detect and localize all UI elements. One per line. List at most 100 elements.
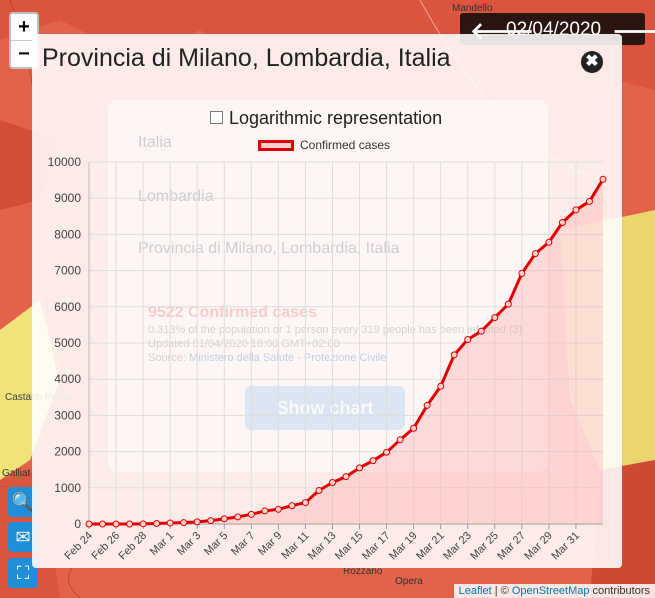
- x-tick-label: Mar 19: [387, 530, 420, 563]
- ghost-updated-line: Updated 01/04/2020 18:00 GMT+02:00: [148, 338, 340, 350]
- ghost-row-lombardia: Lombardia: [138, 188, 214, 205]
- ghost-confirmed: 9522 Confirmed cases: [148, 304, 317, 321]
- x-tick-label: Mar 15: [333, 530, 366, 563]
- data-point: [369, 457, 377, 465]
- map-label: Rozzano: [343, 566, 383, 577]
- fullscreen-icon: ⛶: [16, 563, 30, 583]
- data-point: [193, 518, 201, 526]
- data-point: [356, 464, 364, 472]
- y-tick-label: 10000: [48, 155, 82, 169]
- data-point: [558, 218, 566, 226]
- data-point: [153, 520, 161, 528]
- chart-popup: Provincia di Milano, Lombardia, Italia ✖…: [32, 34, 622, 568]
- data-point: [126, 520, 134, 528]
- data-point: [220, 515, 228, 523]
- data-point: [139, 520, 147, 528]
- ghost-row-provincia: Provincia di Milano, Lombardia, Italia: [138, 240, 400, 257]
- x-tick-label: Mar 13: [306, 530, 339, 563]
- zoom-in-button[interactable]: +: [18, 16, 30, 38]
- osm-link[interactable]: OpenStreetMap: [511, 585, 590, 597]
- data-point: [518, 269, 526, 277]
- data-point: [396, 436, 404, 444]
- data-point: [504, 300, 512, 308]
- x-tick-label: Mar 17: [360, 530, 393, 563]
- y-tick-label: 3000: [54, 408, 81, 422]
- data-point: [85, 520, 93, 528]
- ghost-source-link: Ministero della Salute - Protezione Civi…: [188, 352, 387, 364]
- data-point: [599, 175, 607, 183]
- map-label: Opera: [395, 576, 423, 587]
- data-point: [99, 520, 107, 528]
- legend-swatch: [258, 140, 294, 152]
- x-tick-label: Mar 29: [522, 530, 555, 563]
- data-point: [450, 351, 458, 359]
- close-icon[interactable]: ✖: [581, 51, 603, 73]
- y-tick-label: 0: [74, 517, 81, 531]
- data-point: [410, 424, 418, 432]
- fullscreen-button[interactable]: ⛶: [8, 558, 38, 588]
- y-tick-label: 4000: [54, 372, 81, 386]
- data-point: [112, 520, 120, 528]
- data-point: [464, 336, 472, 344]
- y-tick-label: 2000: [54, 445, 81, 459]
- y-tick-label: 7000: [54, 264, 81, 278]
- data-point: [477, 327, 485, 335]
- ghost-source-line: Source: Ministero della Salute - Protezi…: [148, 352, 386, 364]
- data-point: [247, 510, 255, 518]
- log-checkbox[interactable]: [210, 110, 223, 124]
- x-tick-label: Mar 1: [148, 530, 176, 558]
- data-point: [274, 505, 282, 513]
- log-label: Logarithmic representation: [229, 108, 443, 128]
- data-point: [315, 487, 323, 495]
- ghost-source-label: Source:: [148, 352, 189, 364]
- x-tick-label: Feb 26: [89, 530, 122, 563]
- map-attribution: Leaflet | © OpenStreetMap contributors: [453, 584, 655, 598]
- data-point: [491, 314, 499, 322]
- x-tick-label: Mar 25: [468, 530, 501, 563]
- data-point: [531, 250, 539, 258]
- attribution-suffix: contributors: [589, 585, 650, 597]
- attribution-separator: | ©: [491, 585, 512, 597]
- ghost-row-italia: Italia: [138, 134, 172, 151]
- data-point: [288, 502, 296, 510]
- y-tick-label: 9000: [54, 191, 81, 205]
- log-toggle[interactable]: Logarithmic representation: [210, 108, 442, 129]
- x-tick-label: Mar 7: [229, 530, 257, 558]
- data-point: [234, 513, 242, 521]
- y-tick-label: 1000: [54, 481, 81, 495]
- data-point: [207, 517, 215, 525]
- data-point: [342, 473, 350, 481]
- x-tick-label: Mar 23: [441, 530, 474, 563]
- map-label: Galliat: [2, 468, 31, 479]
- zoom-out-button[interactable]: −: [11, 40, 37, 67]
- series-area: [89, 179, 603, 525]
- leaflet-link[interactable]: Leaflet: [458, 585, 492, 597]
- x-tick-label: Mar 27: [495, 530, 528, 563]
- cases-chart: 0 1000 2000 3000 4000 5000 6000 7000 8000 9000 100…: [48, 155, 607, 563]
- data-point: [180, 519, 188, 527]
- x-tick-label: Mar 3: [175, 530, 203, 558]
- ghost-population-line: 0.313% of the population or 1 person eve…: [148, 324, 523, 336]
- y-tick-label: 8000: [54, 227, 81, 241]
- chart-legend[interactable]: Confirmed cases: [258, 138, 390, 152]
- x-tick-label: Mar 5: [202, 530, 230, 558]
- data-point: [572, 206, 580, 214]
- data-point: [166, 519, 174, 527]
- data-point: [545, 238, 553, 246]
- y-tick-label: 6000: [54, 300, 81, 314]
- x-tick-label: Mar 31: [549, 530, 582, 563]
- x-tick-label: Mar 21: [414, 530, 447, 563]
- mail-icon: ✉: [15, 527, 31, 547]
- x-tick-label: Mar 11: [279, 530, 311, 562]
- data-point: [301, 499, 309, 507]
- data-point: [383, 448, 391, 456]
- search-icon: 🔍: [11, 492, 35, 512]
- data-point: [437, 382, 445, 390]
- data-point: [585, 197, 593, 205]
- data-point: [423, 401, 431, 409]
- map-label: Mandello: [452, 3, 493, 14]
- y-tick-label: 5000: [54, 336, 81, 350]
- x-tick-label: Feb 28: [117, 530, 150, 563]
- data-point: [261, 507, 269, 515]
- popup-title: Provincia di Milano, Lombardia, Italia: [42, 44, 451, 72]
